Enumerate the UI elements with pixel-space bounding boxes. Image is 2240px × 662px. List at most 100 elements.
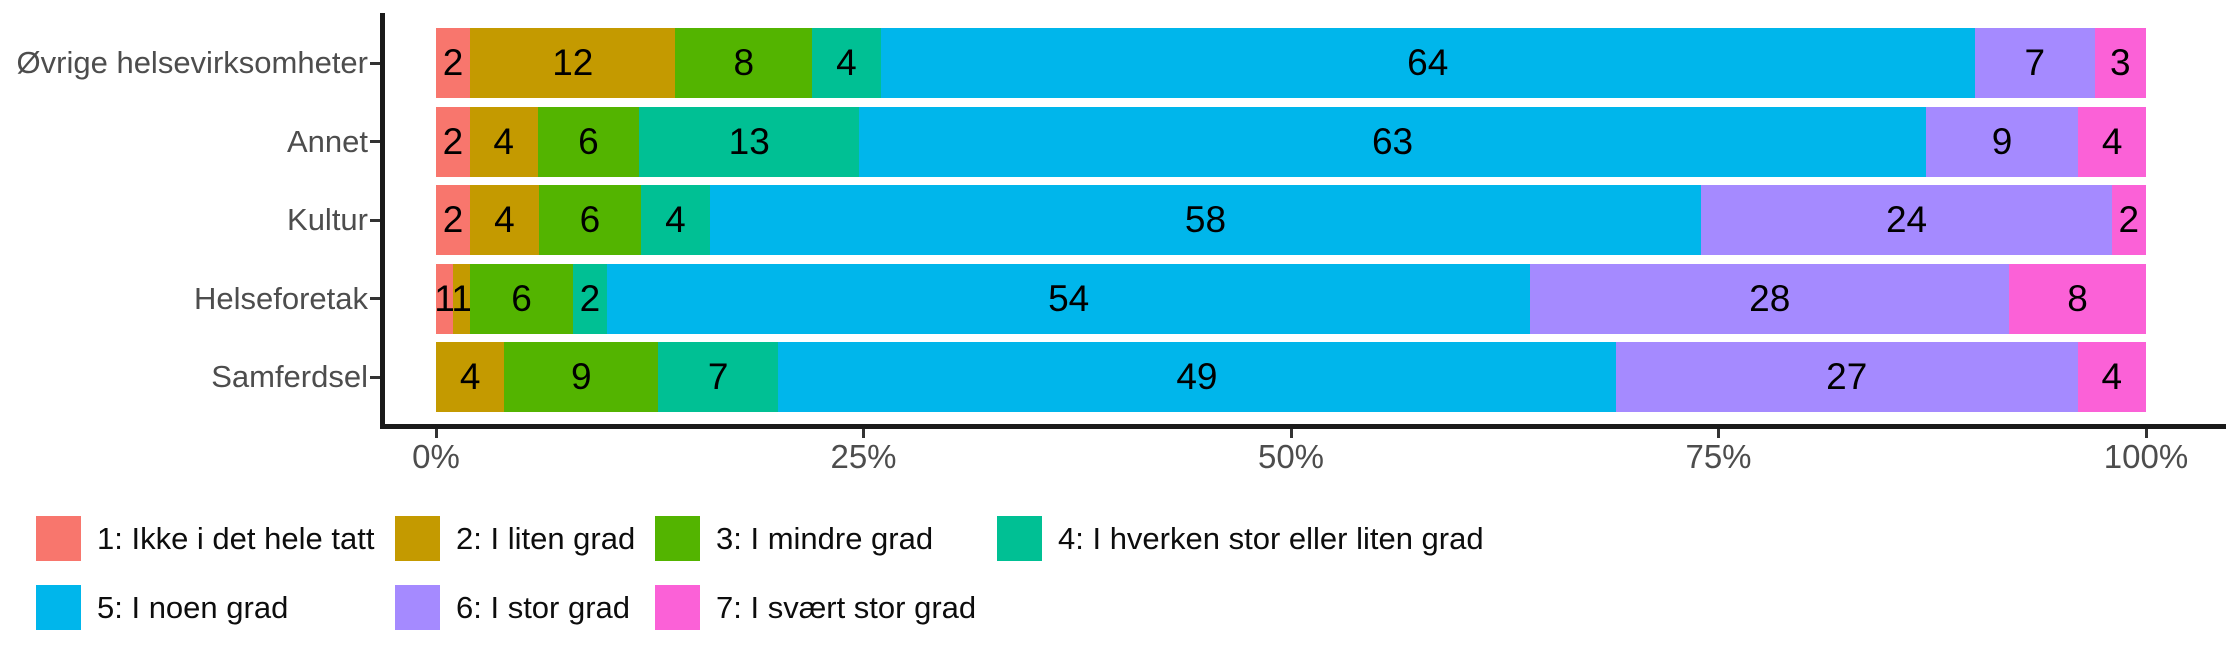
legend-key-swatch (395, 585, 440, 630)
bar-value-label: 58 (1184, 199, 1227, 241)
bar-segment: 4 (641, 185, 710, 256)
bar-segment: 9 (1925, 106, 2079, 177)
bar-segment: 4 (436, 342, 505, 413)
bar-value-label: 6 (579, 199, 601, 241)
bar-segment: 3 (2094, 28, 2146, 98)
bar-segment: 27 (1615, 342, 2078, 413)
legend-item: 1: Ikke i det hele tatt (36, 516, 374, 561)
bar-segment: 49 (777, 342, 1616, 413)
bar-row: 4 9 7 49 27 4 (436, 342, 2146, 413)
bar-value-label: 6 (578, 120, 599, 162)
bar-segment: 63 (859, 106, 1926, 177)
bar-value-label: 2 (442, 199, 464, 241)
bar-row: 1 1 6 2 54 28 8 (434, 263, 2146, 334)
bar-segment: 4 (2077, 342, 2146, 413)
x-axis-tick (862, 429, 865, 438)
bar-value-label: 8 (733, 42, 755, 83)
bar-value-label: 3 (2110, 42, 2131, 83)
legend-item: 2: I liten grad (395, 516, 635, 561)
bar-value-label: 1 (451, 277, 472, 319)
legend-label: 5: I noen grad (97, 589, 289, 625)
x-axis-tick (1289, 429, 1293, 438)
x-axis-tick-label: 25% (830, 438, 897, 475)
legend-label: 3: I mindre grad (716, 520, 934, 556)
bar-segment: 12 (470, 28, 676, 98)
bar-segment: 4 (2078, 106, 2146, 177)
bar-value-label: 54 (1048, 277, 1090, 319)
bar-value-label: 2 (442, 120, 464, 162)
bar-segment: 7 (1974, 28, 2095, 98)
bar-value-label: 9 (1991, 120, 2013, 162)
bar-segment: 2 (436, 28, 471, 98)
legend-label: 6: I stor grad (456, 589, 631, 625)
y-axis-label: Øvrige helsevirksomheter (16, 45, 368, 80)
legend-label: 1: Ikke i det hele tatt (97, 520, 375, 556)
bar-value-label: 4 (2101, 120, 2123, 162)
y-axis-tick (370, 297, 380, 301)
bar-segment: 8 (675, 28, 813, 98)
bar-value-label: 12 (552, 42, 594, 83)
bar-value-label: 64 (1407, 42, 1449, 83)
bar-value-label: 24 (1885, 199, 1928, 241)
y-axis-label: Samferdsel (211, 359, 368, 395)
bar-value-label: 4 (459, 356, 481, 398)
bar-value-label: 2 (579, 277, 601, 319)
legend-key-swatch (36, 585, 81, 630)
legend-item: 7: I svært stor grad (655, 585, 976, 630)
bar-segment: 54 (606, 263, 1531, 334)
bar-segment: 4 (470, 185, 539, 256)
bar-value-label: 8 (2067, 277, 2088, 319)
bar-value-label: 4 (665, 199, 686, 241)
bar-segment: 8 (2009, 263, 2146, 334)
y-axis-tick (370, 218, 380, 222)
bar-segment: 2 (436, 106, 470, 177)
legend-key-swatch (655, 516, 700, 561)
bar-segment: 4 (469, 106, 538, 177)
bar-row: 2 4 6 4 58 24 2 (436, 185, 2146, 256)
legend-item: 4: I hverken stor eller liten grad (997, 516, 1484, 561)
bar-segment: 24 (1701, 185, 2112, 256)
bar-value-label: 1 (434, 277, 455, 319)
bar-row: 2 12 8 4 64 7 3 (436, 28, 2146, 98)
bar-value-label: 7 (707, 356, 729, 398)
bar-segment: 6 (538, 185, 642, 256)
bar-segment: 2 (572, 263, 607, 334)
bar-segment: 58 (709, 185, 1702, 256)
bar-segment: 13 (639, 106, 860, 177)
legend-item: 6: I stor grad (395, 585, 630, 630)
bar-value-label: 4 (2101, 356, 2123, 398)
x-axis-tick-label: 50% (1257, 438, 1325, 475)
bar-segment: 64 (880, 28, 1975, 98)
y-axis-line (380, 13, 385, 429)
bar-value-label: 2 (442, 42, 464, 83)
bar-value-label: 63 (1371, 120, 1414, 162)
y-axis-label: Helseforetak (193, 280, 368, 316)
y-axis-label: Kultur (287, 202, 368, 238)
legend-item: 3: I mindre grad (655, 516, 933, 561)
legend-label: 2: I liten grad (456, 520, 636, 556)
y-axis-tick (370, 61, 380, 65)
bar-value-label: 4 (836, 42, 857, 83)
legend-label: 4: I hverken stor eller liten grad (1058, 520, 1484, 556)
x-axis-tick (1717, 429, 1720, 438)
bar-segment: 1 (451, 263, 472, 334)
bar-value-label: 28 (1749, 277, 1791, 319)
legend-key-swatch (36, 516, 81, 561)
bar-segment: 6 (537, 106, 640, 177)
bar-value-label: 2 (2118, 199, 2140, 241)
bar-segment: 1 (434, 263, 455, 334)
bar-value-label: 7 (2024, 42, 2046, 83)
x-axis-tick-label: 100% (2103, 438, 2189, 475)
bar-segment: 28 (1530, 263, 2010, 334)
y-axis-tick (370, 140, 380, 144)
legend-key-swatch (997, 516, 1042, 561)
legend-item: 5: I noen grad (36, 585, 288, 630)
bar-segment: 7 (658, 342, 778, 413)
legend-key-swatch (655, 585, 700, 630)
bar-value-label: 6 (511, 277, 532, 319)
bar-value-label: 27 (1826, 356, 1868, 398)
bar-row: 2 4 6 13 63 9 4 (436, 106, 2146, 177)
legend-label: 7: I svært stor grad (716, 589, 977, 625)
bar-segment: 4 (812, 28, 881, 98)
